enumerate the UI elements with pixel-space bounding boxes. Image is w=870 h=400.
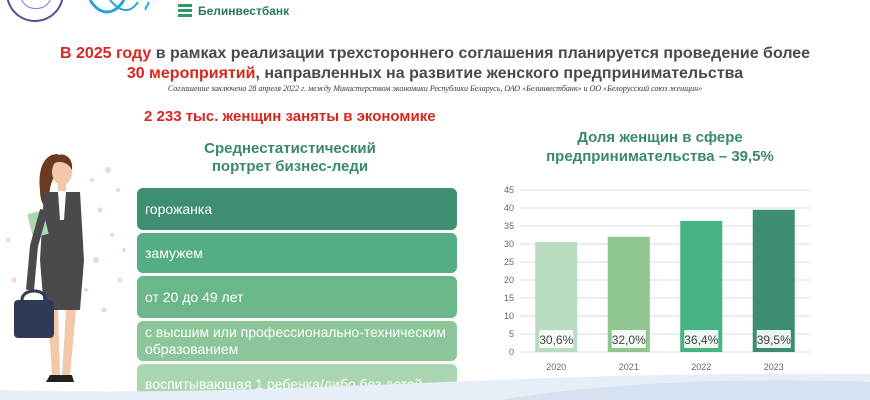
y-tick-label: 5 xyxy=(509,329,514,339)
data-label-box xyxy=(756,330,791,348)
headline: В 2025 году в рамках реализации трехстор… xyxy=(0,44,870,84)
headline-count: 30 мероприятий xyxy=(126,65,256,82)
y-tick-label: 10 xyxy=(504,311,514,321)
y-tick-label: 20 xyxy=(504,275,514,285)
y-tick-label: 25 xyxy=(504,257,514,267)
businesswoman-illustration xyxy=(6,154,126,382)
data-label: 39,5% xyxy=(757,333,791,347)
data-label-box xyxy=(539,330,574,348)
data-label: 32,0% xyxy=(612,333,646,347)
employment-stat: 2 233 тыс. женщин заняты в экономике xyxy=(144,108,436,125)
portrait-title-line1: Среднестатистический xyxy=(204,140,376,157)
headline-line1: в рамках реализации трехстороннего согла… xyxy=(151,45,811,62)
data-label: 36,4% xyxy=(684,333,718,347)
bank-mark-icon xyxy=(178,4,192,18)
portrait-traits-list: горожанка замужем от 20 до 49 лет с высшим … xyxy=(137,188,457,400)
agreement-note: Соглашение заключено 28 апреля 2022 г. м… xyxy=(167,84,703,93)
y-tick-label: 15 xyxy=(504,293,514,303)
data-label: 30,6% xyxy=(539,333,573,347)
y-tick-label: 45 xyxy=(504,185,514,195)
portrait-trait: замужем xyxy=(137,233,457,273)
bank-logo: Белинвестбанк xyxy=(178,4,289,18)
data-label-box xyxy=(684,330,719,348)
bank-name: Белинвестбанк xyxy=(198,4,290,18)
portrait-title: Среднестатистический портрет бизнес-леди xyxy=(190,140,390,176)
y-tick-label: 30 xyxy=(504,239,514,249)
headline-line2: , направленных на развитие женского пред… xyxy=(255,65,744,82)
portrait-trait: горожанка xyxy=(137,188,457,230)
portrait-title-line2: портрет бизнес-леди xyxy=(211,158,369,175)
headline-year: В 2025 году xyxy=(59,45,152,62)
womens-union-emblem-icon xyxy=(6,0,64,22)
portrait-trait: от 20 до 49 лет xyxy=(137,276,457,318)
chart-bar xyxy=(752,209,795,352)
y-tick-label: 35 xyxy=(504,221,514,231)
y-tick-label: 40 xyxy=(504,203,514,213)
x-tick-label: 2022 xyxy=(691,362,711,372)
x-tick-label: 2020 xyxy=(546,362,566,372)
entrepreneurship-share-chart: 0 5 10 15 20 25 30 35 40 45 30,6% 2020 32,0% 2021 36,4… xyxy=(504,185,810,372)
x-tick-label: 2021 xyxy=(619,362,639,372)
x-tick-label: 2023 xyxy=(764,362,784,372)
chart-title: Доля женщин в сфере предпринимательства … xyxy=(546,129,774,165)
bottom-wave-decoration xyxy=(0,373,870,400)
data-label-box xyxy=(611,330,646,348)
logo-strip: Белинвестбанк xyxy=(0,0,300,28)
portrait-trait: с высшим или профессионально-техническим… xyxy=(137,321,457,361)
ministry-logo-icon xyxy=(88,0,150,14)
y-tick-label: 0 xyxy=(509,347,514,357)
